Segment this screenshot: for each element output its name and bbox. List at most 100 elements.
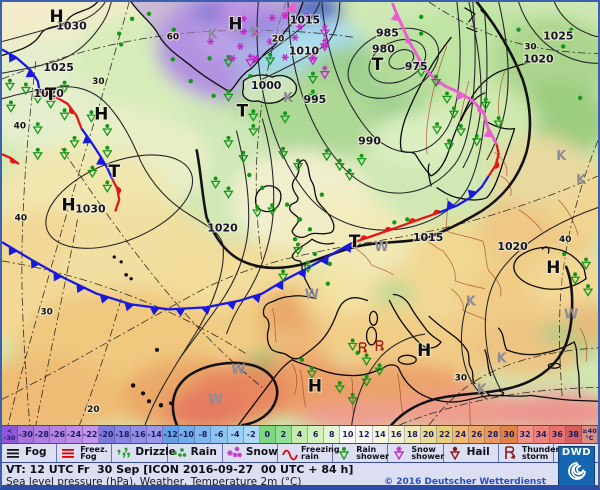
isobar-label: 1020 [497,240,528,253]
warm-front [351,209,442,245]
drizzle-icon [118,447,131,458]
rain-symbol [248,73,253,79]
rain-symbol [405,217,410,222]
rain-shower-symbol [361,374,372,387]
graticule-label: 40 [14,122,26,132]
scale-cell: -12 [163,426,180,443]
rain-shower-symbol [431,122,443,135]
rain-symbol [307,227,313,232]
scale-cell-label: 12 [358,429,370,439]
isobar-label: 990 [358,134,381,147]
airmass-letter-w: W [374,240,388,255]
thunderstorm-symbol [358,342,368,353]
low-pressure-center: T [237,101,249,121]
airmass-letter-k: K [250,26,261,41]
scale-cell-label: 34 [535,429,547,439]
graticule-label: 20 [87,405,99,415]
low-pressure-center: T [45,84,57,104]
rain-symbol [562,251,567,257]
rain-shower-symbol [307,89,319,103]
rain-symbol [327,261,332,267]
rain-shower-symbol [448,106,460,119]
rain-shower-symbol [267,203,278,216]
scale-cell: -14 [146,426,164,443]
rain-shower-symbol [455,124,467,137]
isobar-label: 1030 [56,20,87,33]
scale-cell: -10 [179,426,196,443]
snow-symbol [268,14,276,22]
hail-icon [449,446,460,461]
scale-cell-label: -20 [98,429,114,439]
high-pressure-center: H [61,195,75,215]
rain-icon [172,448,186,457]
snow-symbol [239,28,247,36]
isobar-label: 1020 [207,221,238,234]
rain-symbol [207,56,212,61]
high-pressure-center: H [546,257,560,277]
dwd-logo-text: DWD [561,447,592,458]
rain-shower-symbol [302,260,314,274]
scale-cell-label: -12 [163,429,178,439]
scale-cell: 22 [436,426,454,443]
thunderstorm-icon [505,446,516,459]
rain-shower-symbol [480,97,491,110]
scale-cell-label: 8 [328,429,335,439]
airmass-letter-w: W [231,363,245,378]
rain-shower-symbol [277,269,289,282]
scale-cell: -22 [82,426,99,443]
snow-shower-icon [394,446,405,461]
rain-shower-symbol [210,176,221,190]
legend-symbol-rain-shower: Rain shower [333,444,389,462]
rain-shower-symbol [277,146,289,160]
rain-shower-symbol [252,205,263,218]
low-pressure-center: T [108,161,120,181]
rain-symbol [516,27,521,32]
snow-symbol [228,54,237,62]
scale-cell-label: -30 [18,429,33,439]
legend-symbol-label: Thunder storm [521,444,560,461]
isobar-label: 1030 [75,203,106,216]
rain-shower-symbol [292,158,304,172]
scale-cell-label: 36 [551,429,563,439]
legend-symbol-label: Snow shower [411,444,445,461]
graticule-label: 60 [167,33,179,43]
isobar-label: 975 [405,60,428,73]
airmass-letter-k: K [576,173,587,188]
legend-symbol-label: Drizzle [135,446,176,459]
snow-icon [226,446,242,458]
freezing-fog-icon [62,449,75,458]
rain-shower-symbol [321,148,332,162]
temperature-color-scale: < -30 -30 -28 -26 -24 -22 -20 -18 -16 -14 -12 -10 -8… [2,425,598,443]
snow-symbol [207,38,215,45]
scale-cell-label: -28 [34,429,49,439]
high-pressure-center: H [50,6,64,26]
rain-symbol [419,31,424,36]
freezing-rain-icon [282,449,298,461]
rain-shower-symbol [32,91,43,105]
scale-cell: 32 [517,426,534,443]
scale-cell: -30 [18,426,35,443]
snow-symbol [281,53,289,61]
scale-cell-label: 26 [471,429,483,439]
rain-shower-symbol [265,52,276,66]
scale-cell: -6 [211,426,228,443]
scale-cell-label: 6 [312,429,319,439]
rain-symbol [577,95,583,101]
scale-cell-label: -18 [115,429,130,439]
scale-cell: -26 [50,426,67,443]
airmass-letter-k: K [477,382,488,397]
scale-cell-label: 0 [264,429,271,439]
scale-cell: 16 [388,426,405,443]
legend-symbol-freezing-rain: Freezing rain [278,444,340,462]
rain-shower-symbol [279,111,291,124]
scale-cell-label: 32 [519,429,531,439]
scale-cell: ≥40 °C [581,426,598,443]
isobar-label: 1020 [523,52,554,65]
isobar-label: 985 [376,27,399,40]
rain-symbol [355,350,360,356]
scale-cell-label: 4 [296,429,303,439]
rain-shower-symbol [441,91,453,105]
isobar-label: 1025 [43,61,73,74]
weather-map: 1030 1025 1020 1030 1020 1015 1010 1000 995 990 98… [2,2,598,425]
